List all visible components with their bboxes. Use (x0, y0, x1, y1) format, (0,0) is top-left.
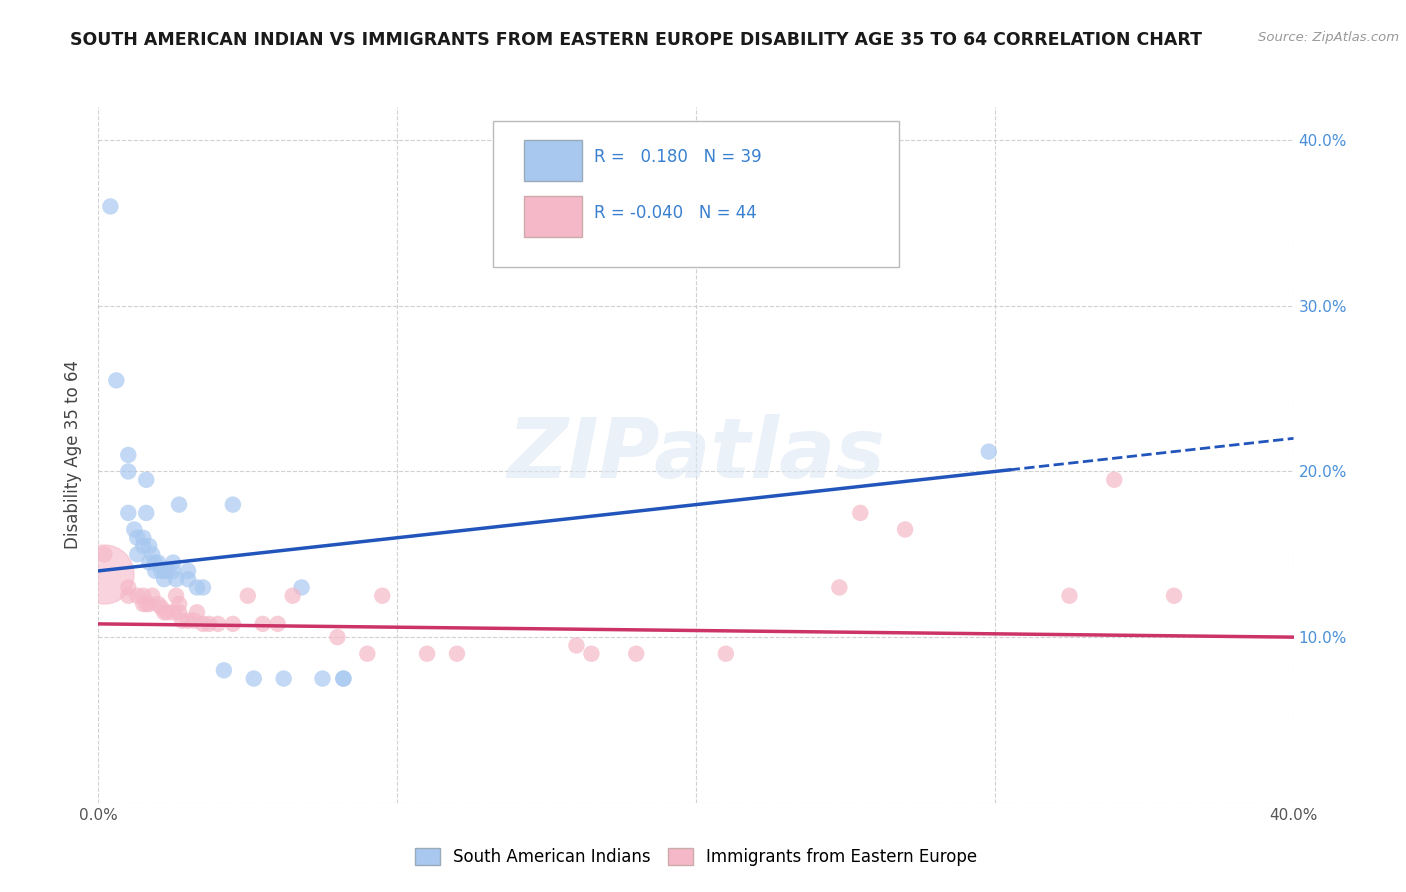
Point (252, 616, 274, 631)
Point (117, 581, 139, 595)
Point (273, 672, 295, 686)
FancyBboxPatch shape (494, 121, 900, 267)
Point (177, 564, 200, 578)
Point (332, 672, 354, 686)
Point (132, 531, 155, 545)
Point (162, 556, 184, 570)
Point (141, 589, 163, 603)
Point (332, 672, 354, 686)
Point (148, 556, 170, 570)
Point (143, 556, 166, 570)
Point (162, 564, 184, 578)
Point (183, 614, 205, 628)
Point (117, 465, 139, 479)
Point (167, 498, 190, 512)
Point (93, 567, 115, 582)
FancyBboxPatch shape (524, 140, 582, 181)
Point (150, 564, 173, 578)
Point (156, 605, 179, 619)
Point (105, 373, 128, 387)
Point (191, 581, 214, 595)
Text: SOUTH AMERICAN INDIAN VS IMMIGRANTS FROM EASTERN EUROPE DISABILITY AGE 35 TO 64 : SOUTH AMERICAN INDIAN VS IMMIGRANTS FROM… (70, 31, 1202, 49)
Point (165, 589, 187, 603)
Point (191, 616, 214, 631)
Point (581, 647, 603, 661)
Point (281, 589, 304, 603)
Text: R = -0.040   N = 44: R = -0.040 N = 44 (595, 203, 758, 222)
Point (100, 199, 122, 213)
Point (138, 556, 160, 570)
Point (148, 597, 170, 611)
Point (135, 506, 157, 520)
Point (236, 589, 259, 603)
Point (714, 647, 737, 661)
Point (167, 605, 190, 619)
Point (132, 539, 155, 553)
Point (156, 564, 179, 578)
Point (311, 672, 333, 686)
Point (1104, 473, 1126, 487)
Point (849, 506, 872, 520)
Text: R =   0.180   N = 39: R = 0.180 N = 39 (595, 148, 762, 166)
Point (177, 572, 200, 586)
Point (186, 581, 208, 595)
Point (356, 647, 378, 661)
Point (207, 616, 229, 631)
Point (212, 663, 235, 677)
Point (127, 589, 149, 603)
Point (243, 672, 266, 686)
Point (153, 564, 176, 578)
Point (1163, 589, 1185, 603)
Point (143, 564, 166, 578)
Point (186, 605, 208, 619)
Point (138, 539, 160, 553)
Point (153, 605, 176, 619)
Point (177, 614, 200, 628)
Point (167, 597, 190, 611)
Point (371, 589, 394, 603)
Point (141, 547, 163, 561)
Point (626, 647, 648, 661)
Point (222, 498, 245, 512)
Point (127, 531, 149, 545)
Point (977, 444, 1000, 458)
Point (117, 589, 139, 603)
Legend: South American Indians, Immigrants from Eastern Europe: South American Indians, Immigrants from … (408, 841, 984, 872)
Point (326, 630, 349, 644)
Point (172, 614, 194, 628)
Point (1059, 589, 1081, 603)
Point (162, 605, 184, 619)
Point (127, 547, 149, 561)
Point (267, 616, 290, 631)
Point (117, 448, 139, 462)
Point (153, 572, 176, 586)
Point (135, 597, 157, 611)
Point (138, 597, 160, 611)
Point (124, 523, 146, 537)
Point (416, 647, 439, 661)
Y-axis label: Disability Age 35 to 64: Disability Age 35 to 64 (65, 360, 83, 549)
Point (828, 581, 851, 595)
FancyBboxPatch shape (524, 196, 582, 237)
Point (222, 616, 245, 631)
Point (165, 572, 187, 586)
Point (291, 581, 314, 595)
Text: ZIPatlas: ZIPatlas (508, 415, 884, 495)
Point (135, 473, 157, 487)
Point (117, 506, 139, 520)
Point (198, 616, 221, 631)
Point (132, 597, 155, 611)
Point (894, 523, 917, 537)
Point (93, 547, 115, 561)
Point (565, 639, 588, 653)
Point (132, 589, 155, 603)
Point (446, 647, 468, 661)
Point (150, 600, 173, 615)
Text: Source: ZipAtlas.com: Source: ZipAtlas.com (1258, 31, 1399, 45)
